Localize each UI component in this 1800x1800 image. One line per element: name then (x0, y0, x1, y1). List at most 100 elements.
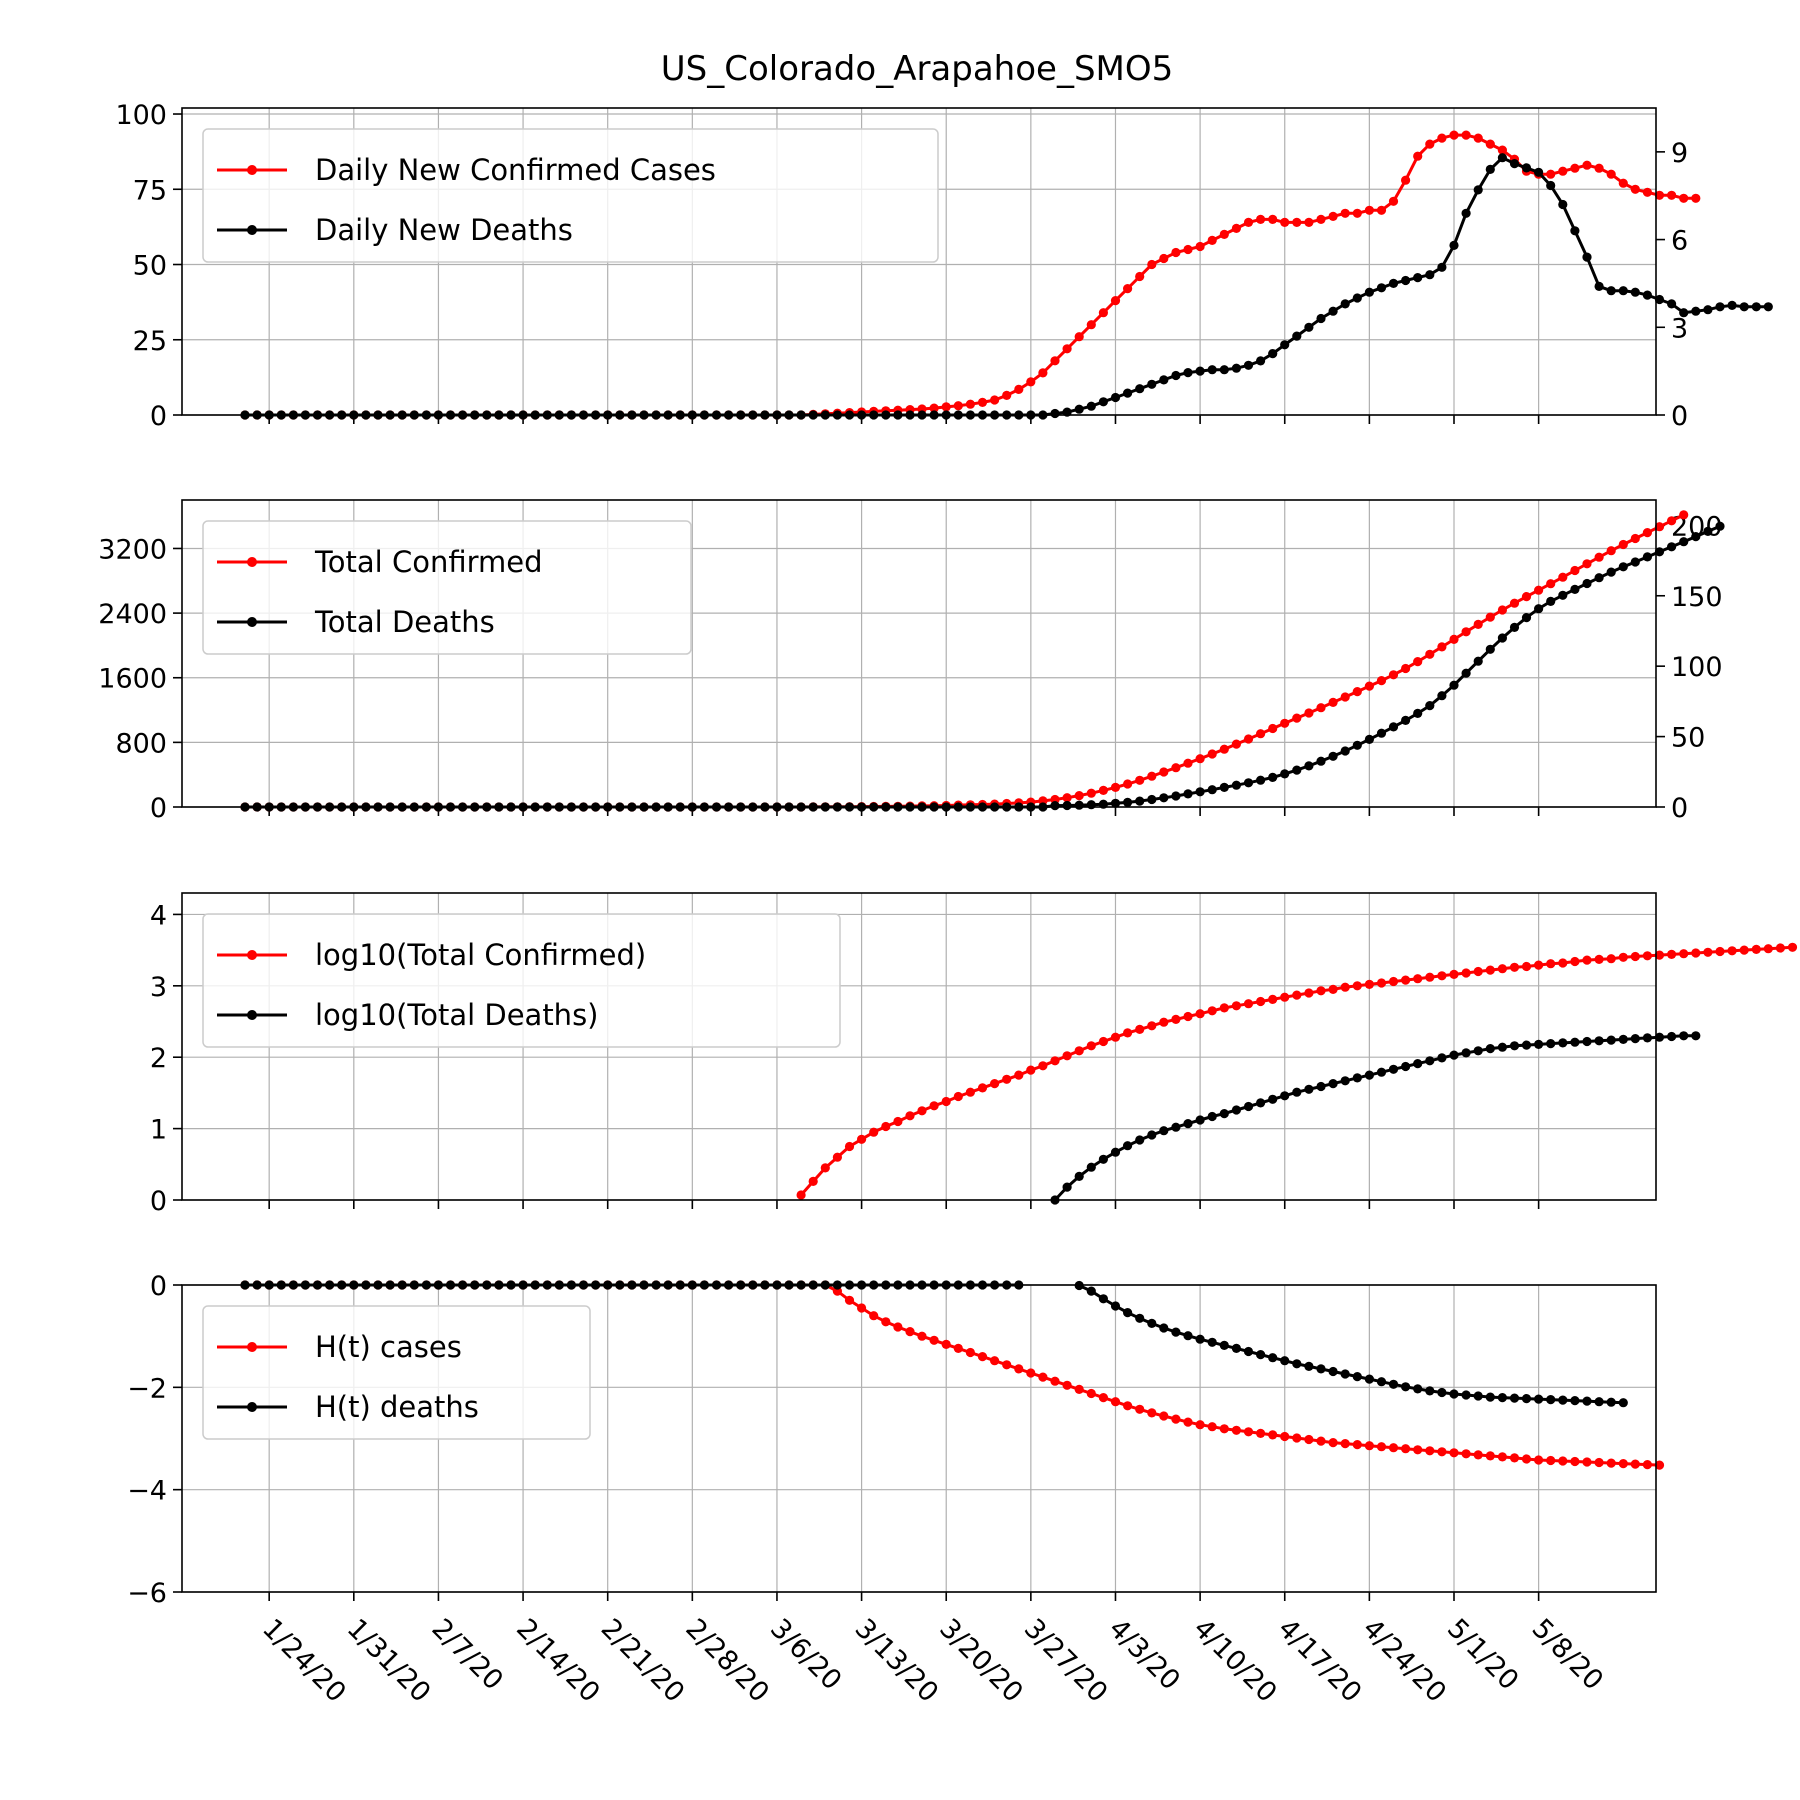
data-point (1401, 1444, 1411, 1454)
data-point (1521, 961, 1532, 972)
y-tick-label-left: −2 (127, 1373, 167, 1404)
data-point (1074, 1046, 1084, 1056)
data-point (1679, 949, 1689, 959)
data-point (1352, 1440, 1362, 1450)
data-point (1135, 796, 1145, 806)
data-point (1364, 1070, 1374, 1080)
data-point (1110, 1301, 1121, 1311)
data-point (1546, 169, 1556, 179)
data-point (1401, 1382, 1411, 1392)
data-point (990, 1079, 1000, 1089)
legend-marker (247, 165, 257, 175)
data-point (1038, 1061, 1048, 1071)
data-point (1618, 1034, 1628, 1044)
data-point (1268, 723, 1278, 734)
data-point (1292, 1433, 1302, 1443)
data-point (1703, 526, 1713, 537)
data-point (1667, 1031, 1677, 1042)
data-point (1594, 954, 1604, 965)
y-tick-label-left: −4 (127, 1476, 167, 1507)
data-point (1352, 1073, 1362, 1083)
data-point (1328, 697, 1338, 708)
data-point (1606, 1397, 1616, 1407)
x-tick-label: 1/31/20 (341, 1613, 437, 1709)
y-tick-label-left: 2 (150, 1043, 167, 1074)
data-point (1159, 253, 1169, 264)
data-point (941, 1096, 951, 1107)
data-point (1630, 533, 1640, 544)
data-point (1449, 634, 1459, 645)
legend-box (202, 520, 692, 655)
data-point (1074, 800, 1084, 810)
data-point (1618, 539, 1628, 550)
data-point (1268, 994, 1278, 1005)
data-point (1062, 1182, 1072, 1192)
data-point (1401, 175, 1411, 185)
data-point (1026, 1065, 1036, 1075)
data-point (1050, 408, 1060, 419)
data-point (1618, 952, 1628, 962)
data-point (1449, 1448, 1459, 1458)
data-point (1086, 1041, 1096, 1051)
y-tick-label-right: 0 (1671, 401, 1688, 432)
legend-marker (247, 1342, 257, 1352)
data-point (1304, 1434, 1314, 1445)
data-point (1606, 567, 1616, 577)
data-point (1473, 1450, 1483, 1460)
data-point (1413, 708, 1423, 719)
data-point (1159, 1126, 1169, 1136)
data-point (1449, 1389, 1459, 1399)
data-point (1642, 528, 1652, 538)
data-point (1594, 1457, 1604, 1468)
data-point (1014, 384, 1024, 394)
data-point (832, 1152, 843, 1162)
data-point (1243, 999, 1254, 1009)
data-point (1618, 1459, 1628, 1469)
data-point (1123, 1028, 1133, 1038)
data-point (1618, 1398, 1628, 1408)
x-tick-label: 2/7/20 (425, 1613, 508, 1696)
legend-label: Daily New Deaths (315, 213, 573, 247)
data-point (1098, 397, 1108, 407)
data-point (1534, 585, 1544, 595)
data-point (1074, 404, 1084, 414)
data-point (929, 1101, 939, 1111)
data-point (1570, 163, 1580, 173)
data-point (1449, 969, 1459, 980)
data-point (1280, 1431, 1290, 1442)
data-point (1376, 1067, 1387, 1077)
data-point (1062, 1380, 1072, 1390)
data-point (1280, 992, 1290, 1002)
data-point (1473, 1046, 1483, 1056)
data-point (1437, 691, 1447, 701)
data-point (1667, 190, 1677, 200)
data-point (1219, 1109, 1229, 1119)
data-point (917, 1106, 927, 1116)
data-point (1002, 390, 1012, 400)
data-point (1280, 1091, 1290, 1101)
data-point (1497, 633, 1507, 643)
data-point (1183, 758, 1193, 768)
data-point (1425, 649, 1435, 659)
data-point (869, 1127, 879, 1137)
data-point (1243, 1346, 1254, 1357)
data-point (1509, 1041, 1520, 1051)
data-point (1123, 1141, 1133, 1151)
data-point (893, 1116, 903, 1127)
data-point (1243, 734, 1254, 744)
data-point (1606, 1458, 1616, 1468)
data-point (844, 1295, 855, 1305)
legend-marker (247, 617, 257, 627)
data-point (1340, 208, 1350, 218)
data-point (1231, 223, 1241, 233)
y-tick-label-left: 1600 (98, 664, 167, 695)
data-point (917, 1331, 927, 1341)
data-point (1340, 1439, 1350, 1449)
data-point (1207, 365, 1217, 375)
data-point (1521, 163, 1532, 173)
data-point (1425, 701, 1435, 711)
data-point (1340, 299, 1350, 309)
data-point (1171, 1014, 1181, 1024)
data-point (1062, 800, 1072, 811)
data-point (1231, 1105, 1241, 1115)
